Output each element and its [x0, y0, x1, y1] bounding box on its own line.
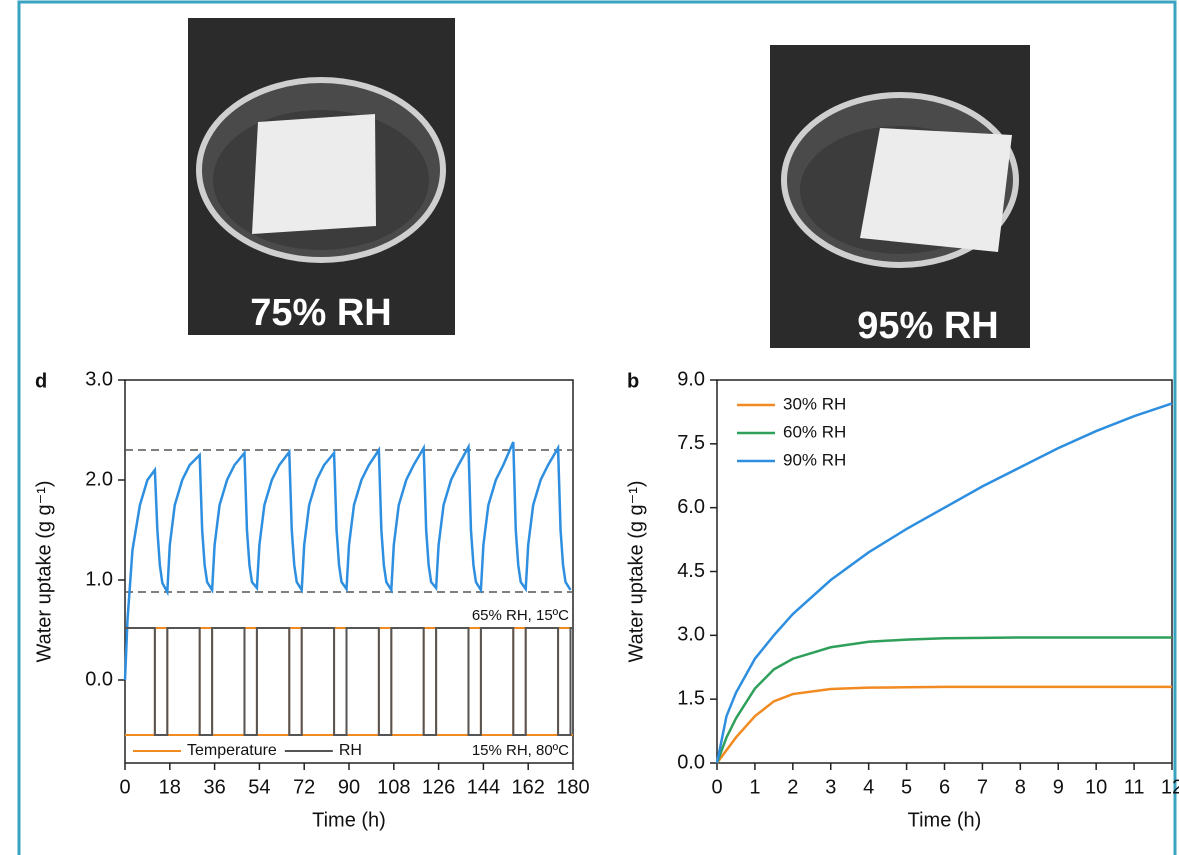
x-tick-label: 0	[711, 776, 722, 798]
legend-label: 60% RH	[783, 422, 846, 441]
x-tick-label: 126	[422, 776, 455, 798]
y-tick-label: 3.0	[85, 368, 113, 390]
y-tick-label: 6.0	[677, 496, 705, 518]
x-axis-label: Time (h)	[312, 809, 386, 831]
panel-label: d	[35, 370, 47, 392]
plot-frame	[124, 379, 574, 764]
y-axis-label: Water uptake (g g⁻¹)	[625, 480, 647, 662]
x-tick-label: 11	[1124, 776, 1145, 798]
photo: 95% RH	[770, 45, 1030, 348]
legend-label: RH	[339, 742, 362, 759]
y-axis-label: Water uptake (g g⁻¹)	[33, 480, 55, 662]
x-tick-label: 9	[1053, 776, 1064, 798]
x-tick-label: 6	[939, 776, 950, 798]
annotation: 15% RH, 80ºC	[472, 742, 569, 759]
panel-label: b	[627, 370, 639, 392]
y-tick-label: 4.5	[677, 560, 705, 582]
x-tick-label: 162	[512, 776, 545, 798]
x-tick-label: 54	[248, 776, 270, 798]
data-line	[123, 441, 572, 681]
x-tick-label: 18	[159, 776, 181, 798]
legend-label: Temperature	[187, 742, 277, 759]
data-line	[715, 402, 1173, 764]
x-tick-label: 5	[901, 776, 912, 798]
x-tick-label: 144	[467, 776, 500, 798]
x-tick-label: 0	[119, 776, 130, 798]
x-tick-label: 7	[977, 776, 988, 798]
frame	[17, 0, 1177, 855]
x-tick-label: 108	[377, 776, 410, 798]
step-line	[125, 627, 573, 736]
annotation: 65% RH, 15ºC	[472, 607, 569, 624]
x-tick-label: 1	[749, 776, 760, 798]
photo-label: 75% RH	[250, 292, 392, 334]
y-tick-label: 0.0	[677, 751, 705, 773]
photo: 75% RH	[188, 18, 455, 335]
x-tick-label: 36	[203, 776, 225, 798]
x-tick-label: 3	[825, 776, 836, 798]
x-tick-label: 72	[293, 776, 315, 798]
photo-label: 95% RH	[857, 305, 999, 347]
legend-label: 30% RH	[783, 394, 846, 413]
x-tick-label: 10	[1085, 776, 1107, 798]
y-tick-label: 0.0	[85, 668, 113, 690]
y-tick-label: 7.5	[677, 432, 705, 454]
x-tick-label: 8	[1015, 776, 1026, 798]
y-tick-label: 9.0	[677, 368, 705, 390]
x-tick-label: 12	[1161, 776, 1179, 798]
y-tick-label: 3.0	[677, 624, 705, 646]
x-tick-label: 2	[787, 776, 798, 798]
x-tick-label: 4	[863, 776, 874, 798]
x-axis-label: Time (h)	[908, 809, 982, 831]
data-line	[715, 636, 1172, 764]
y-tick-label: 2.0	[85, 468, 113, 490]
legend-label: 90% RH	[783, 450, 846, 469]
y-tick-label: 1.0	[85, 568, 113, 590]
x-tick-label: 90	[338, 776, 360, 798]
step-line	[125, 627, 573, 736]
y-tick-label: 1.5	[677, 687, 705, 709]
x-tick-label: 180	[556, 776, 589, 798]
data-line	[715, 685, 1172, 764]
